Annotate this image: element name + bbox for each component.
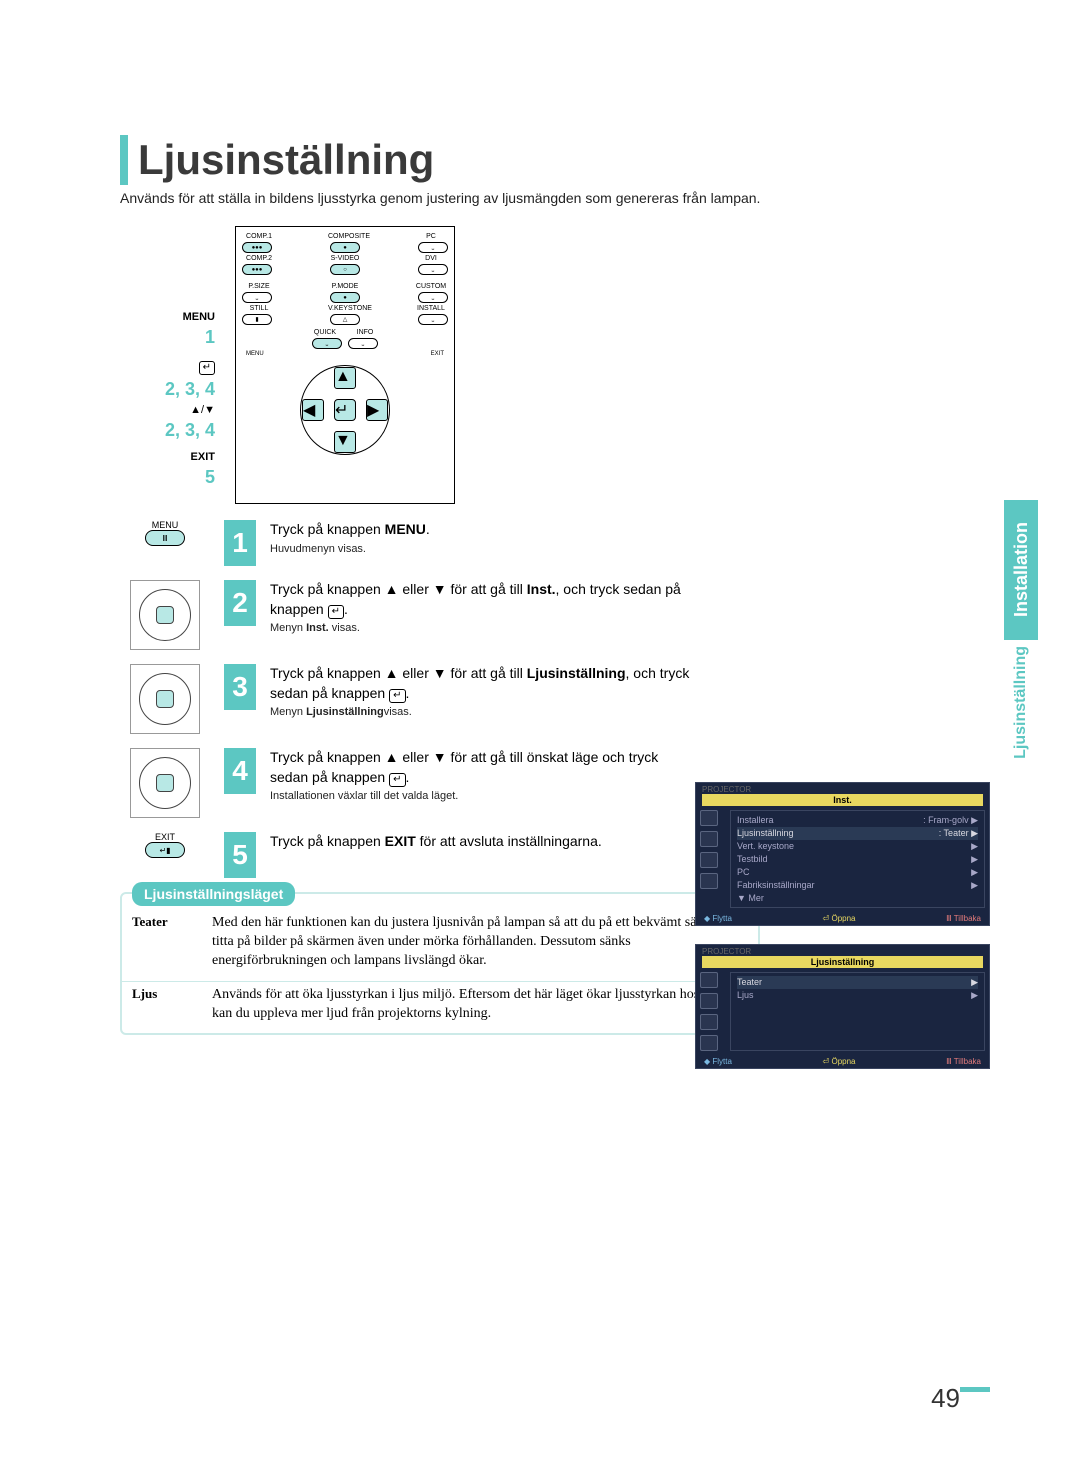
- osd-menu-inst: PROJECTOR Inst. Installera: Fram-golv ▶L…: [695, 782, 990, 926]
- info-tab: Ljusinställningsläget: [132, 882, 295, 906]
- remote-diagram: COMP.1COMPOSITEPC ●●●●⎵ COMP.2S-VIDEODVI…: [235, 226, 455, 504]
- osd-menus: PROJECTOR Inst. Installera: Fram-golv ▶L…: [695, 782, 990, 1087]
- page-title: Ljusinställning: [138, 136, 434, 184]
- remote-side-labels: MENU 1 ↵ 2, 3, 4 ▲/▼ 2, 3, 4 EXIT 5: [120, 226, 215, 504]
- page-number: 49: [931, 1383, 990, 1414]
- remote-section: MENU 1 ↵ 2, 3, 4 ▲/▼ 2, 3, 4 EXIT 5 COMP…: [120, 226, 990, 504]
- info-table: Teater Med den här funktionen kan du jus…: [122, 910, 758, 1033]
- menu-button-icon: Ⅲ: [145, 530, 185, 546]
- enter-icon: ↵: [389, 689, 405, 703]
- table-row: Teater Med den här funktionen kan du jus…: [122, 910, 758, 981]
- enter-icon: ↵: [389, 773, 405, 787]
- osd-menu-ljus: PROJECTOR Ljusinställning Teater ▶Ljus ▶…: [695, 944, 990, 1069]
- exit-button-icon: ↵▮: [145, 842, 185, 858]
- table-row: Ljus Används för att öka ljusstyrkan i l…: [122, 981, 758, 1033]
- step-badge: 1: [224, 520, 256, 566]
- step-3: 3 Tryck på knappen ▲ eller ▼ för att gå …: [120, 664, 990, 734]
- info-box: Ljusinställningsläget Teater Med den här…: [120, 892, 760, 1035]
- side-tab: Installation Ljusinställning: [1004, 500, 1038, 759]
- dpad-icon: [130, 664, 200, 734]
- enter-icon: ↵: [328, 605, 344, 619]
- title-bar: Ljusinställning: [120, 135, 990, 185]
- step-2: 2 Tryck på knappen ▲ eller ▼ för att gå …: [120, 580, 990, 650]
- step-1: MENUⅢ 1 Tryck på knappen MENU. Huvudmeny…: [120, 520, 990, 566]
- page-subtitle: Används för att ställa in bildens ljusst…: [120, 190, 990, 206]
- dpad-icon: [130, 748, 200, 818]
- title-accent: [120, 135, 128, 185]
- step-text: Tryck på knappen MENU. Huvudmenyn visas.: [270, 520, 430, 557]
- dpad-icon: [130, 580, 200, 650]
